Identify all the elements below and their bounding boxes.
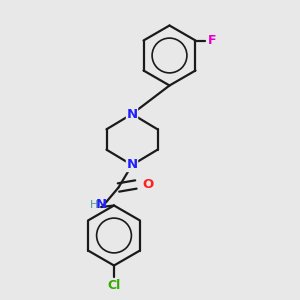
Text: H: H xyxy=(90,200,99,210)
Text: Cl: Cl xyxy=(107,279,121,292)
Text: F: F xyxy=(208,34,216,47)
Text: N: N xyxy=(126,158,138,172)
Text: N: N xyxy=(126,107,138,121)
Text: N: N xyxy=(95,198,107,211)
Text: O: O xyxy=(142,178,153,191)
